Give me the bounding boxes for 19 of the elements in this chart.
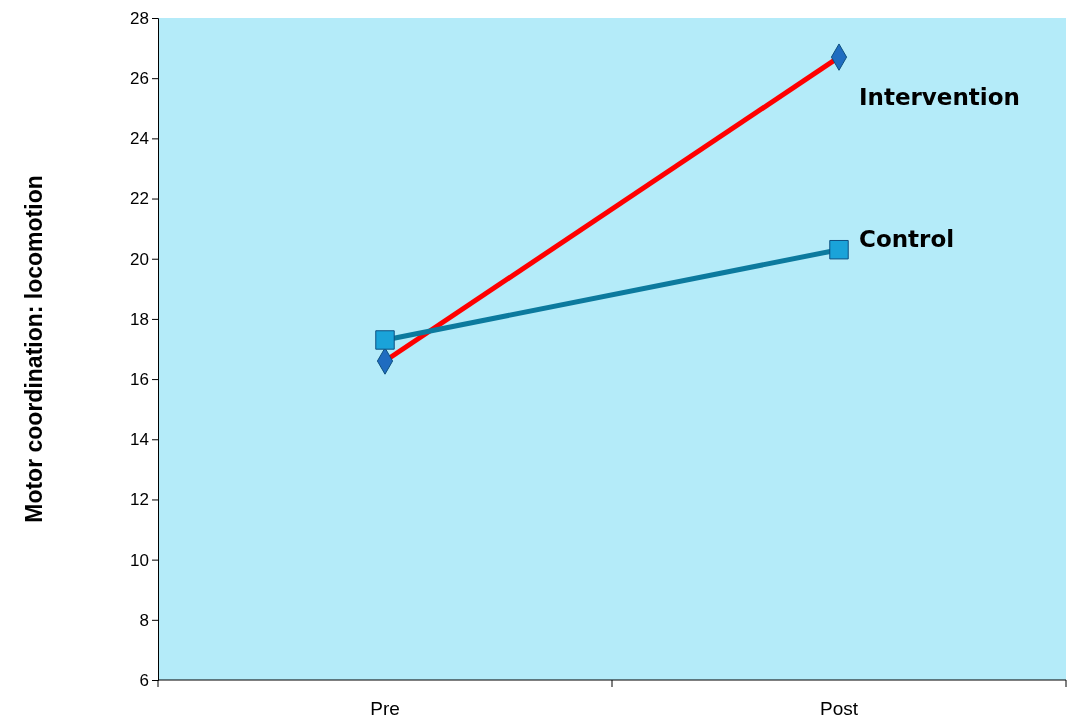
series-label: Intervention xyxy=(859,84,1020,111)
y-tick-label: 8 xyxy=(139,610,149,630)
y-tick-label: 24 xyxy=(130,129,149,149)
y-axis-title: Motor coordination: locomotion xyxy=(21,175,47,523)
x-tick-label: Post xyxy=(819,698,859,719)
y-tick-label: 16 xyxy=(130,370,149,390)
y-tick-label: 28 xyxy=(130,8,149,28)
y-tick-label: 10 xyxy=(130,550,149,570)
y-tick-label: 14 xyxy=(130,430,149,450)
y-tick-label: 18 xyxy=(130,309,149,329)
y-tick-label: 22 xyxy=(130,189,149,209)
y-tick-label: 20 xyxy=(130,249,149,269)
series-label: Control xyxy=(859,225,955,252)
point xyxy=(375,330,395,350)
y-tick-label: 26 xyxy=(130,69,149,89)
x-tick-label: Pre xyxy=(370,698,400,719)
y-tick-label: 12 xyxy=(130,490,149,510)
point xyxy=(829,239,849,260)
y-tick-label: 6 xyxy=(139,670,149,690)
